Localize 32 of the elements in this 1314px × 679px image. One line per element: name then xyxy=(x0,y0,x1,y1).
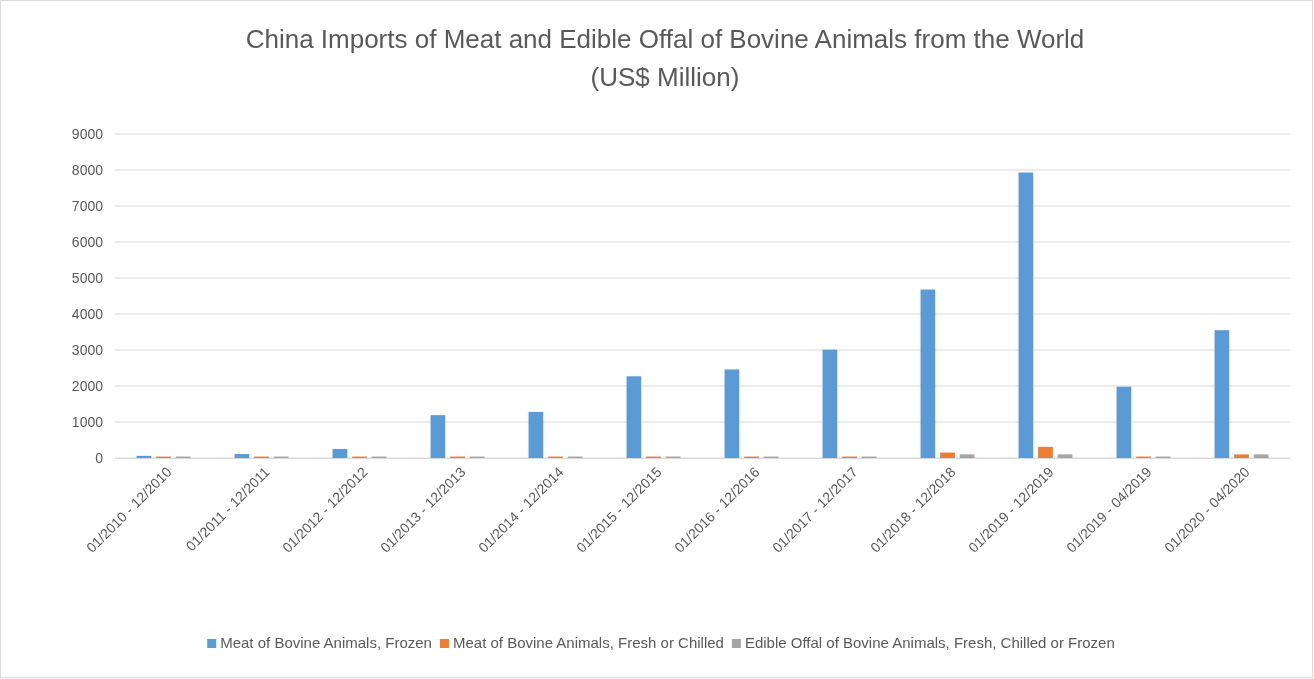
y-tick-label: 4000 xyxy=(71,305,104,322)
y-tick-label: 5000 xyxy=(71,269,104,286)
bar xyxy=(1038,446,1053,458)
bar xyxy=(1214,330,1230,458)
y-tick-label: 3000 xyxy=(71,341,104,358)
y-tick-label: 7000 xyxy=(71,197,104,214)
chart-title: China Imports of Meat and Edible Offal of Bovine Animals from the World xyxy=(245,24,1085,54)
bar xyxy=(724,369,740,458)
bar xyxy=(1018,172,1034,458)
bar xyxy=(940,452,955,458)
bar xyxy=(920,289,936,458)
bar xyxy=(1234,454,1249,458)
y-tick-label: 1000 xyxy=(71,413,104,430)
bar xyxy=(822,349,838,458)
y-tick-label: 2000 xyxy=(71,377,104,394)
bar xyxy=(528,411,544,458)
y-tick-label: 8000 xyxy=(71,161,104,178)
bar xyxy=(1253,454,1269,458)
bar xyxy=(234,454,250,458)
bar xyxy=(332,449,348,458)
y-tick-label: 9000 xyxy=(71,125,104,142)
bar xyxy=(1057,454,1073,458)
bar xyxy=(430,415,446,458)
legend-label: Edible Offal of Bovine Animals, Fresh, Chilled or Frozen xyxy=(744,634,1115,651)
chart-subtitle: (US$ Million) xyxy=(590,62,740,92)
legend-label: Meat of Bovine Animals, Frozen xyxy=(220,634,432,651)
y-tick-label: 0 xyxy=(95,449,104,466)
bar xyxy=(959,454,975,458)
legend-label: Meat of Bovine Animals, Fresh or Chilled xyxy=(452,634,724,651)
bar xyxy=(1116,386,1132,458)
bar xyxy=(626,376,642,458)
y-tick-label: 6000 xyxy=(71,233,104,250)
